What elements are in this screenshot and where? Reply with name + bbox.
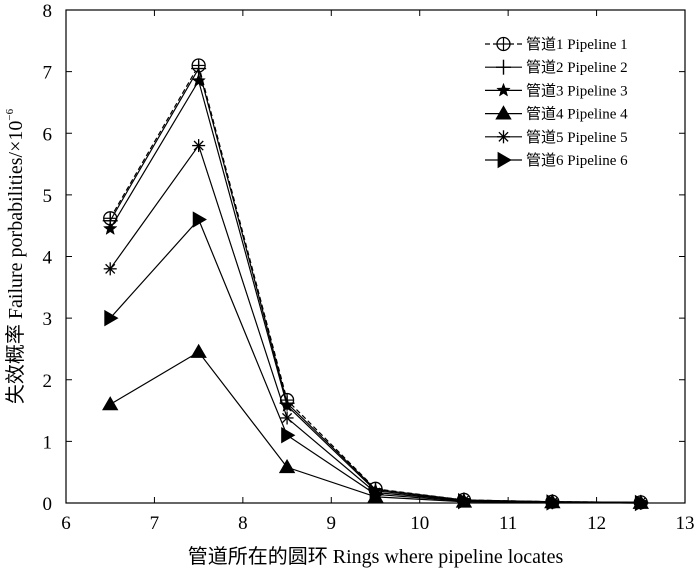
legend-marker bbox=[496, 36, 511, 52]
marker-triangle bbox=[458, 492, 473, 510]
y-tick-label: 5 bbox=[43, 186, 53, 207]
series-6 bbox=[104, 211, 650, 512]
y-tick-label: 0 bbox=[43, 494, 53, 515]
y-axis-title: 失效概率 Failure porbabilities/×10−6 bbox=[4, 108, 27, 404]
data-point bbox=[102, 396, 119, 411]
x-tick-label: 12 bbox=[587, 513, 606, 534]
marker-triangle bbox=[192, 211, 207, 228]
x-tick-label: 6 bbox=[61, 513, 71, 534]
legend-marker bbox=[496, 59, 511, 75]
y-tick-label: 1 bbox=[43, 432, 53, 453]
y-tick-label: 6 bbox=[43, 124, 53, 145]
legend-marker bbox=[497, 151, 512, 169]
y-axis-title-main: 失效概率 Failure porbabilities/×10 bbox=[4, 121, 27, 404]
y-tick-label: 7 bbox=[43, 63, 53, 84]
marker-triangle bbox=[278, 458, 296, 474]
data-point bbox=[190, 343, 207, 358]
marker-triangle bbox=[369, 486, 384, 503]
marker-triangle bbox=[104, 309, 119, 327]
legend-label: 管道3 Pipeline 3 bbox=[526, 82, 628, 99]
legend-label: 管道6 Pipeline 6 bbox=[526, 152, 628, 169]
data-point bbox=[191, 73, 206, 88]
x-tick-label: 9 bbox=[327, 513, 337, 534]
marker-star bbox=[496, 82, 511, 97]
marker-triangle bbox=[102, 396, 119, 411]
data-point bbox=[546, 494, 561, 511]
legend-label: 管道4 Pipeline 4 bbox=[526, 106, 628, 123]
y-axis-title-exponent: −6 bbox=[4, 108, 16, 120]
marker-triangle bbox=[495, 105, 512, 120]
marker-star bbox=[191, 73, 206, 88]
y-tick-label: 8 bbox=[43, 1, 53, 22]
marker-spoke bbox=[105, 263, 116, 274]
legend-entry: 管道3 Pipeline 3 bbox=[485, 82, 628, 99]
y-tick-label: 3 bbox=[43, 309, 53, 330]
legend-label: 管道2 Pipeline 2 bbox=[526, 59, 628, 76]
legend-entry: 管道2 Pipeline 2 bbox=[485, 59, 628, 76]
marker-triangle bbox=[281, 427, 296, 444]
legend-label: 管道5 Pipeline 5 bbox=[526, 129, 628, 146]
x-tick-label: 13 bbox=[676, 513, 695, 534]
data-point bbox=[192, 139, 206, 153]
data-point bbox=[192, 211, 207, 228]
legend: 管道1 Pipeline 1 管道2 Pipeline 2 管道3 Pipeline… bbox=[485, 36, 628, 169]
y-tick-label: 4 bbox=[43, 248, 53, 269]
data-point bbox=[104, 309, 119, 327]
data-point bbox=[280, 411, 294, 425]
legend-marker bbox=[497, 130, 510, 144]
marker-star bbox=[102, 221, 118, 236]
legend-label: 管道1 Pipeline 1 bbox=[526, 36, 628, 53]
x-tick-label: 7 bbox=[150, 513, 160, 534]
data-point bbox=[369, 486, 384, 503]
legend-marker bbox=[495, 105, 512, 120]
marker-spoke bbox=[282, 412, 293, 424]
y-tick-label: 2 bbox=[43, 371, 53, 392]
legend-entry: 管道4 Pipeline 4 bbox=[485, 105, 628, 123]
marker-triangle bbox=[546, 494, 561, 511]
series-layer bbox=[102, 58, 650, 512]
data-point bbox=[102, 221, 118, 236]
x-tick-label: 8 bbox=[238, 513, 248, 534]
legend-entry: 管道6 Pipeline 6 bbox=[485, 151, 628, 169]
x-tick-label: 11 bbox=[499, 513, 517, 534]
data-point bbox=[458, 492, 473, 510]
marker-triangle bbox=[190, 343, 207, 358]
data-point bbox=[281, 427, 296, 444]
marker-spoke bbox=[193, 140, 204, 151]
data-point bbox=[278, 458, 296, 474]
x-axis-title: 管道所在的圆环 Rings where pipeline locates bbox=[188, 545, 564, 568]
marker-triangle bbox=[497, 151, 512, 169]
legend-entry: 管道1 Pipeline 1 bbox=[485, 36, 628, 53]
legend-marker bbox=[496, 82, 511, 97]
data-point bbox=[103, 262, 117, 276]
x-tick-label: 10 bbox=[410, 513, 429, 534]
legend-entry: 管道5 Pipeline 5 bbox=[485, 129, 628, 146]
marker-spoke bbox=[498, 131, 509, 142]
